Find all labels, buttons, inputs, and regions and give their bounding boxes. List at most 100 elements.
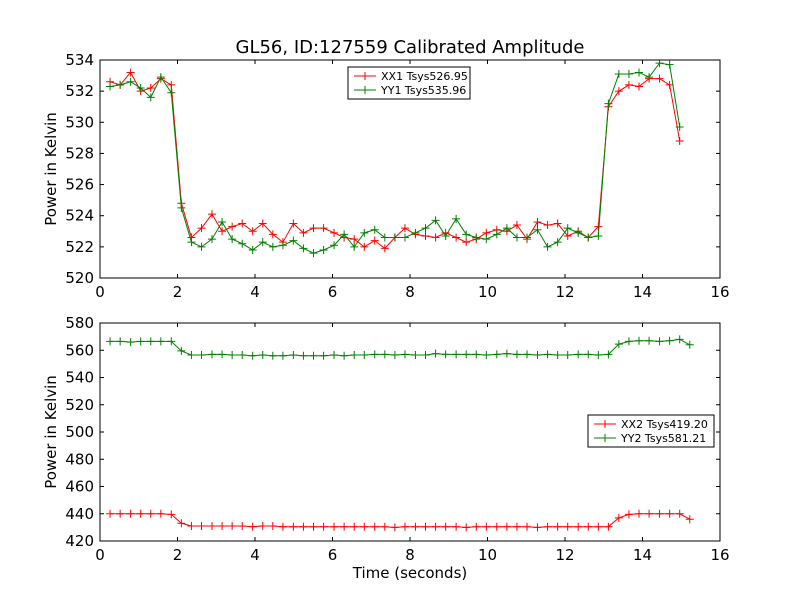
data-point — [635, 509, 644, 518]
data-point — [309, 249, 318, 258]
data-point — [197, 224, 206, 233]
data-point — [319, 522, 328, 531]
data-point — [197, 242, 206, 251]
data-point — [299, 228, 308, 237]
data-point — [187, 522, 196, 531]
data-point — [421, 522, 430, 531]
data-point — [675, 335, 684, 344]
plot-area — [106, 60, 684, 258]
data-point — [258, 238, 267, 247]
data-point — [502, 349, 511, 358]
data-point — [177, 519, 186, 528]
data-point — [645, 73, 654, 82]
data-point — [309, 351, 318, 360]
data-point — [268, 522, 277, 531]
data-point — [289, 351, 298, 360]
x-tick-label: 0 — [95, 546, 105, 564]
data-point — [655, 74, 664, 83]
data-point — [167, 88, 176, 97]
data-point — [319, 224, 328, 233]
data-point — [360, 228, 369, 237]
data-point — [167, 80, 176, 89]
data-point — [675, 122, 684, 131]
data-point — [594, 351, 603, 360]
data-point — [574, 228, 583, 237]
data-point — [268, 242, 277, 251]
data-point — [278, 241, 287, 250]
data-point — [350, 242, 359, 251]
data-point — [624, 70, 633, 79]
data-point — [574, 522, 583, 531]
data-point — [207, 235, 216, 244]
data-point — [655, 509, 664, 518]
y-tick-label: 524 — [65, 207, 94, 225]
data-point — [146, 509, 155, 518]
data-point — [543, 242, 552, 251]
data-point — [472, 350, 481, 359]
data-point — [187, 351, 196, 360]
data-point — [289, 219, 298, 228]
data-point — [299, 522, 308, 531]
legend-marker — [601, 420, 609, 428]
data-point — [400, 233, 409, 242]
data-point — [360, 242, 369, 251]
data-point — [624, 510, 633, 519]
data-point — [319, 245, 328, 254]
data-point — [116, 337, 125, 346]
data-point — [197, 522, 206, 531]
data-point — [106, 337, 115, 346]
data-point — [187, 238, 196, 247]
x-tick-label: 14 — [633, 283, 652, 301]
data-point — [380, 244, 389, 253]
data-point — [604, 522, 613, 531]
data-point — [645, 509, 654, 518]
data-point — [400, 522, 409, 531]
data-point — [350, 522, 359, 531]
data-point — [685, 340, 694, 349]
data-point — [685, 515, 694, 524]
data-point — [228, 522, 237, 531]
data-point — [614, 513, 623, 522]
data-point — [340, 230, 349, 239]
data-point — [228, 235, 237, 244]
data-point — [533, 351, 542, 360]
data-point — [441, 231, 450, 240]
data-point — [248, 227, 257, 236]
data-point — [136, 84, 145, 93]
x-tick-label: 2 — [173, 283, 183, 301]
x-tick-label: 12 — [555, 546, 574, 564]
data-point — [452, 522, 461, 531]
data-point — [360, 522, 369, 531]
data-point — [258, 522, 267, 531]
data-point — [543, 221, 552, 230]
data-point — [462, 350, 471, 359]
series-1 — [106, 509, 694, 532]
data-point — [512, 233, 521, 242]
data-point — [462, 230, 471, 239]
data-point — [218, 227, 227, 236]
data-point — [543, 350, 552, 359]
data-point — [370, 225, 379, 234]
data-point — [299, 351, 308, 360]
data-point — [360, 351, 369, 360]
data-point — [126, 509, 135, 518]
data-point — [614, 340, 623, 349]
y-tick-label: 526 — [65, 176, 94, 194]
legend-box — [587, 414, 715, 448]
data-point — [278, 522, 287, 531]
data-point — [380, 522, 389, 531]
data-point — [228, 351, 237, 360]
data-point — [278, 351, 287, 360]
data-point — [533, 523, 542, 532]
data-point — [116, 509, 125, 518]
data-point — [452, 214, 461, 223]
data-point — [126, 77, 135, 86]
y-tick-label: 580 — [65, 314, 94, 332]
x-tick-label: 2 — [173, 546, 183, 564]
data-point — [655, 337, 664, 346]
data-point — [156, 73, 165, 82]
data-point — [177, 203, 186, 212]
data-point — [574, 350, 583, 359]
